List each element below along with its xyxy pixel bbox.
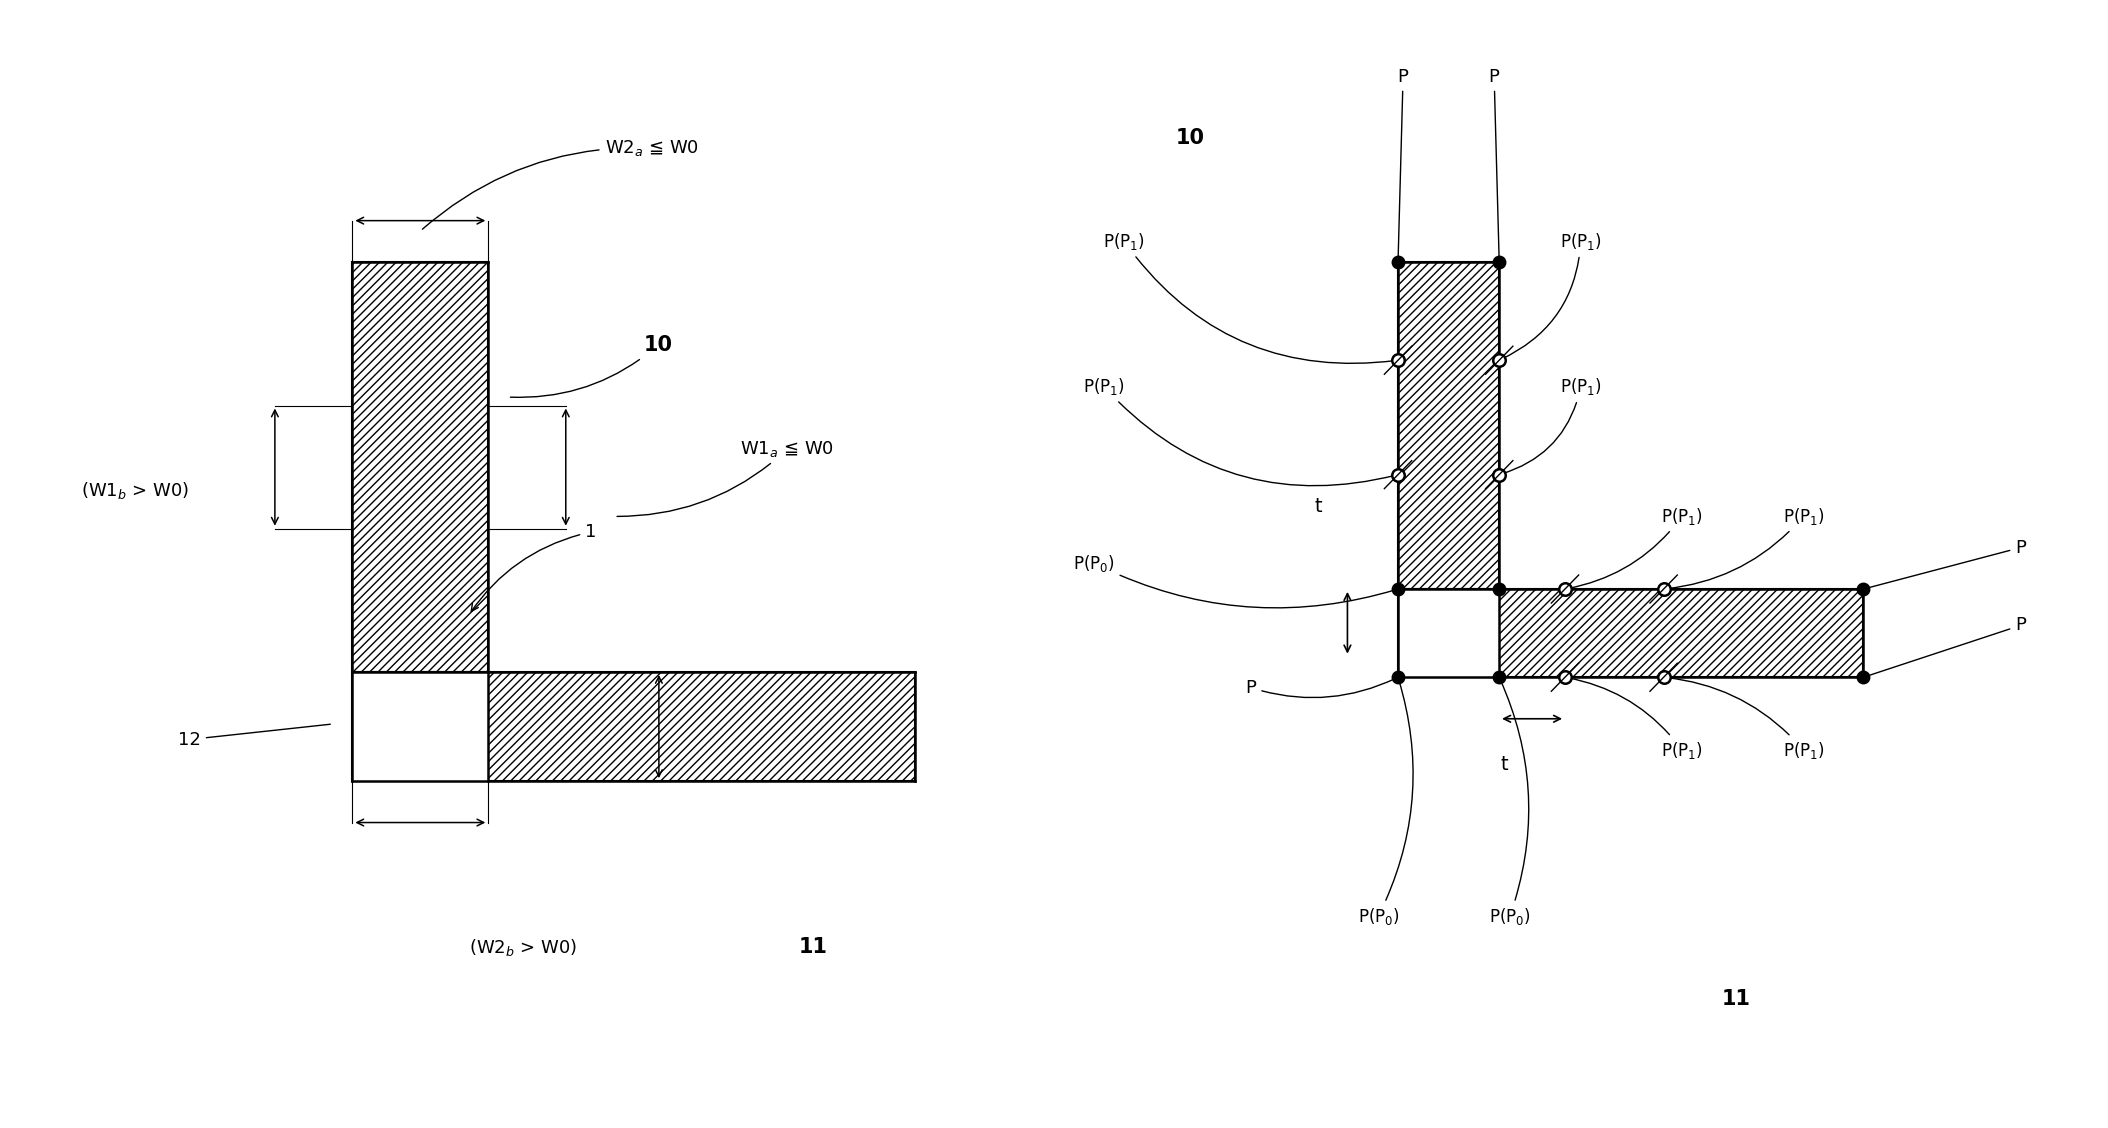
Text: P: P (1398, 68, 1408, 259)
Text: 11: 11 (1722, 989, 1752, 1008)
Text: 1: 1 (472, 523, 597, 611)
Bar (352, 262, 489, 672)
Text: P: P (1866, 616, 2026, 677)
Text: P(P$_1$): P(P$_1$) (1667, 505, 1823, 589)
Text: P: P (1866, 538, 2026, 589)
Text: W2$_a$ ≦ W0: W2$_a$ ≦ W0 (422, 138, 698, 229)
Text: P(P$_0$): P(P$_0$) (1358, 680, 1412, 926)
Text: P: P (1246, 678, 1395, 697)
Text: W1$_a$ ≦ W0: W1$_a$ ≦ W0 (618, 439, 835, 517)
Text: 10: 10 (1176, 127, 1204, 148)
Text: P(P$_1$): P(P$_1$) (1667, 678, 1823, 760)
Text: P(P$_1$): P(P$_1$) (1102, 231, 1395, 363)
Text: P: P (1488, 68, 1499, 259)
Text: (W2$_b$ > W0): (W2$_b$ > W0) (468, 936, 578, 958)
Text: P(P$_1$): P(P$_1$) (1501, 231, 1602, 359)
Text: P(P$_1$): P(P$_1$) (1568, 505, 1703, 589)
Text: t: t (1315, 496, 1322, 515)
Bar (1398, 589, 1499, 677)
Bar (1398, 262, 1499, 589)
Bar (352, 672, 915, 781)
Text: P(P$_1$): P(P$_1$) (1501, 376, 1602, 474)
Text: 12: 12 (177, 724, 331, 749)
Text: (W1$_b$ > W0): (W1$_b$ > W0) (80, 479, 190, 501)
Text: P(P$_1$): P(P$_1$) (1568, 678, 1703, 760)
Text: 11: 11 (799, 937, 828, 957)
Text: P(P$_0$): P(P$_0$) (1488, 680, 1530, 926)
Text: P(P$_1$): P(P$_1$) (1084, 376, 1395, 486)
Text: P(P$_0$): P(P$_0$) (1073, 553, 1395, 608)
Bar (1398, 589, 1863, 677)
Text: 10: 10 (510, 335, 672, 397)
Bar (352, 672, 489, 781)
Text: t: t (1501, 755, 1507, 774)
